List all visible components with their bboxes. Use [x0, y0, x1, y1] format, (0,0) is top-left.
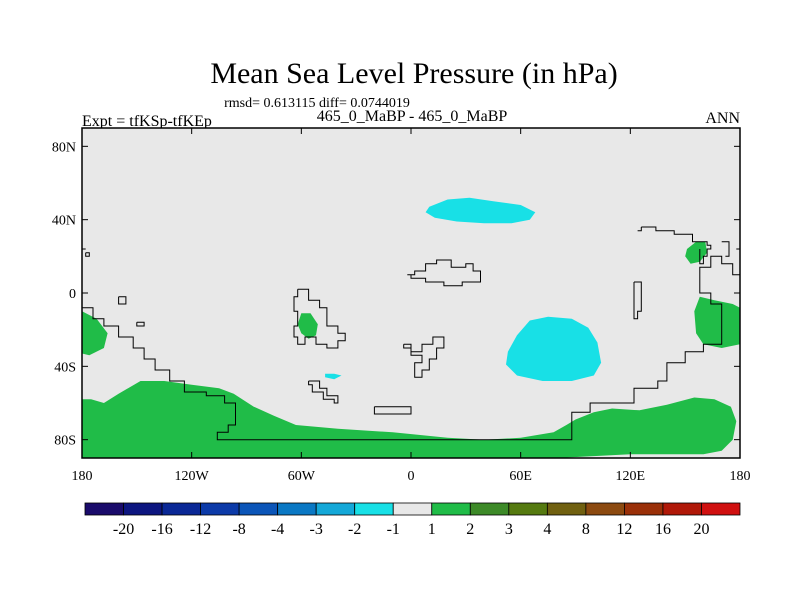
- y-tick-label-4: 80S: [54, 434, 76, 449]
- coastline-12: [633, 281, 642, 320]
- y-tick-label-1: 40N: [52, 214, 76, 229]
- region-1-cat-2: [82, 381, 737, 458]
- colorbar-swatch-16: [701, 502, 741, 516]
- y-tick-label-0: 80N: [52, 140, 76, 155]
- colorbar-swatch-14: [624, 502, 664, 516]
- coastline-9: [373, 406, 412, 415]
- y-axis: 80N 40N 0 40S 80S: [52, 140, 740, 449]
- y-tick-label-2: 0: [69, 287, 76, 302]
- region-4-cat-2: [694, 296, 740, 348]
- x-tick-label-0: 180: [72, 469, 93, 484]
- colorbar-swatch-11: [508, 502, 548, 516]
- region-2-cat-2: [297, 313, 318, 339]
- colorbar-label-9: 2: [466, 521, 474, 538]
- colorbar-label-4: -4: [271, 521, 284, 538]
- coastline-6: [308, 380, 339, 404]
- region-5-cat--1: [425, 197, 536, 224]
- coastline-outlines: [82, 226, 740, 441]
- subtitle-right: ANN: [705, 110, 740, 127]
- colorbar-label-3: -8: [232, 521, 245, 538]
- chart-title: Mean Sea Level Pressure (in hPa): [210, 57, 617, 90]
- colorbar-swatch-4: [238, 502, 279, 516]
- colorbar: -20 -16 -12 -8 -4 -3 -2 -1 1 2 3 4 8 12 16 20: [84, 502, 741, 538]
- colorbar-label-15: 20: [693, 521, 709, 538]
- colorbar-swatch-10: [469, 502, 510, 516]
- x-tick-label-3: 0: [408, 469, 415, 484]
- coastline-7: [407, 259, 481, 287]
- x-tick-label-1: 120W: [175, 469, 210, 484]
- colorbar-label-11: 4: [543, 521, 551, 538]
- colorbar-label-13: 12: [616, 521, 632, 538]
- colorbar-swatch-13: [585, 502, 625, 516]
- region-7-cat--1: [325, 373, 342, 380]
- colorbar-label-12: 8: [582, 521, 590, 538]
- colorbar-swatch-5: [277, 502, 317, 516]
- colorbar-swatch-7: [354, 502, 394, 516]
- colorbar-label-2: -12: [190, 521, 211, 538]
- region-3-cat-2: [685, 241, 708, 264]
- coastline-8: [403, 336, 445, 378]
- colorbar-label-6: -2: [348, 521, 361, 538]
- coastline-11: [637, 227, 642, 232]
- region-6-cat--1: [506, 316, 602, 381]
- coastline-10: [641, 226, 712, 265]
- subtitle-left: Expt = tfKSp-tfKEp: [82, 113, 212, 130]
- coastline-5: [293, 288, 346, 349]
- colorbar-swatch-9: [431, 502, 471, 516]
- coastline-4: [136, 321, 145, 327]
- y-tick-label-3: 40S: [54, 360, 76, 375]
- colorbar-swatch-0: [84, 502, 124, 516]
- coastline-1: [85, 252, 90, 257]
- colorbar-label-14: 16: [655, 521, 671, 538]
- region-0-cat-2: [82, 311, 108, 356]
- colorbar-swatch-8: [392, 502, 433, 516]
- colorbar-label-8: 1: [428, 521, 436, 538]
- x-tick-label-4: 60E: [509, 469, 532, 484]
- coastline-3: [118, 296, 127, 305]
- colorbar-swatch-3: [200, 502, 240, 516]
- coastline-0: [82, 255, 740, 441]
- coastline-13: [721, 241, 730, 257]
- colorbar-label-1: -16: [151, 521, 172, 538]
- colorbar-swatch-15: [662, 502, 702, 516]
- x-axis: 180 120W 60W 0 60E 120E 180: [72, 128, 751, 484]
- x-tick-label-2: 60W: [288, 469, 316, 484]
- colorbar-label-0: -20: [113, 521, 134, 538]
- colorbar-swatch-6: [315, 502, 356, 516]
- colorbar-label-7: -1: [387, 521, 400, 538]
- stats-text: rmsd= 0.613115 diff= 0.0744019: [224, 96, 410, 111]
- colorbar-label-10: 3: [505, 521, 513, 538]
- colorbar-swatch-1: [123, 502, 163, 516]
- colorbar-swatch-2: [161, 502, 201, 516]
- x-tick-label-5: 120E: [616, 469, 646, 484]
- subtitle-center: 465_0_MaBP - 465_0_MaBP: [317, 108, 508, 125]
- colorbar-label-5: -3: [310, 521, 323, 538]
- contour-regions: [82, 197, 740, 458]
- colorbar-swatch-12: [546, 502, 587, 516]
- x-tick-label-6: 180: [730, 469, 751, 484]
